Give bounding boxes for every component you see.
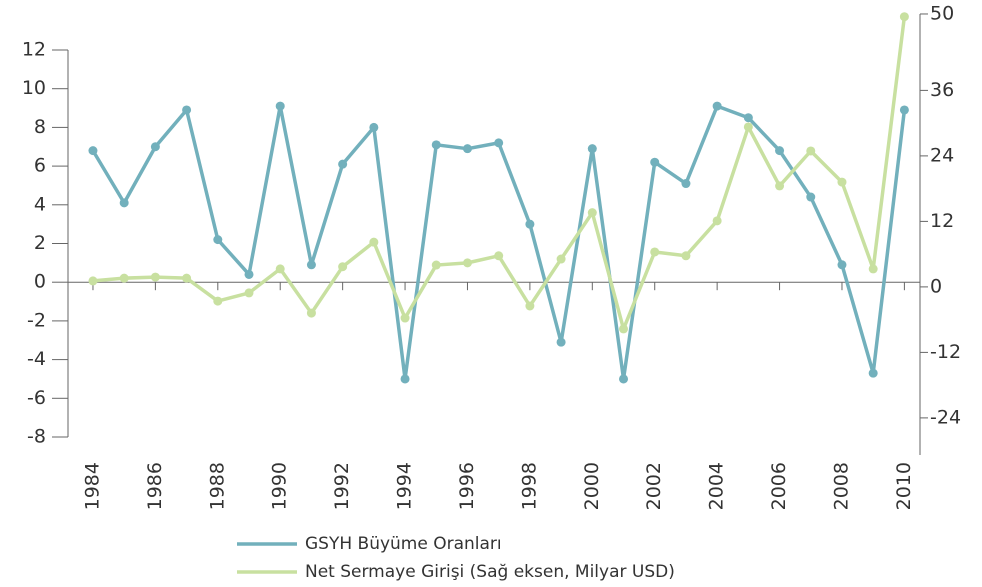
series-point [899,12,909,22]
series-point [837,260,847,270]
series-point [150,272,160,282]
series-point [462,144,472,154]
series-point [743,113,753,123]
series-point [587,208,597,218]
y-tick-label: 8 [34,116,46,138]
series-point [806,192,816,202]
series-point [88,146,98,156]
series-point [868,368,878,378]
y2-tick-label: 50 [930,2,954,24]
y-tick-label: 12 [22,39,46,61]
y-tick-label: 4 [34,193,46,215]
y2-tick-label: 0 [930,275,942,297]
x-tick-label: 1992 [331,462,353,510]
series-point [213,235,223,245]
series-point [462,258,472,268]
legend-label: GSYH Büyüme Oranları [305,534,502,554]
x-tick-label: 2004 [706,462,728,510]
series-point [619,324,629,334]
x-tick-label: 1996 [456,462,478,510]
y2-tick-label: 36 [930,79,954,101]
y-tick-label: -4 [27,348,46,370]
x-tick-label: 2008 [830,462,852,510]
series-point [88,276,98,286]
series-point [806,146,816,156]
series-point [182,105,192,115]
x-tick-label: 1990 [269,462,291,510]
series-point [494,138,504,148]
y-tick-label: -8 [27,426,46,448]
y2-tick-label: 24 [930,144,954,166]
series-point [743,122,753,132]
series-point [712,216,722,226]
series-point [650,247,660,257]
x-tick-label: 2002 [643,462,665,510]
series-point [306,308,316,318]
series-point [306,260,316,270]
series-point [431,260,441,270]
series-point [275,101,285,111]
series-point [244,288,254,298]
y-tick-label: 6 [34,155,46,177]
x-tick-label: 1998 [518,462,540,510]
series-point [525,301,535,311]
legend-label: Net Sermaye Girişi (Sağ eksen, Milyar US… [305,562,675,582]
y-tick-label: -6 [27,387,46,409]
x-tick-label: 1984 [81,462,103,510]
series-point [899,105,909,115]
series-point [681,179,691,189]
series-point [587,144,597,154]
series-point [150,142,160,152]
series-point [775,181,785,191]
series-point [275,264,285,274]
x-tick-label: 1994 [394,462,416,510]
series-point [119,198,129,208]
series-point [338,262,348,272]
series-point [525,219,535,229]
series-point [400,313,410,323]
y2-tick-label: -24 [930,406,961,428]
series-point [244,269,254,279]
y2-tick-label: 12 [930,210,954,232]
series-point [556,254,566,264]
y-tick-label: 0 [34,271,46,293]
series-point [556,337,566,347]
x-tick-label: 1986 [144,462,166,510]
series-point [431,140,441,150]
x-tick-label: 2010 [893,462,915,510]
series-point [369,122,379,132]
series-point [494,251,504,261]
series-point [619,374,629,384]
series-point [650,157,660,167]
series-point [837,177,847,187]
x-tick-label: 2006 [768,462,790,510]
series-point [369,237,379,247]
series-point [681,251,691,261]
series-point [775,146,785,156]
x-tick-label: 1988 [206,462,228,510]
series-point [338,159,348,169]
y2-tick-label: -12 [930,341,961,363]
series-point [213,296,223,306]
y-tick-label: -2 [27,309,46,331]
series-point [400,374,410,384]
series-point [868,264,878,274]
y-tick-label: 2 [34,232,46,254]
x-tick-label: 2000 [581,462,603,510]
series-point [119,273,129,283]
y-tick-label: 10 [22,77,46,99]
series-point [712,101,722,111]
series-point [182,273,192,283]
